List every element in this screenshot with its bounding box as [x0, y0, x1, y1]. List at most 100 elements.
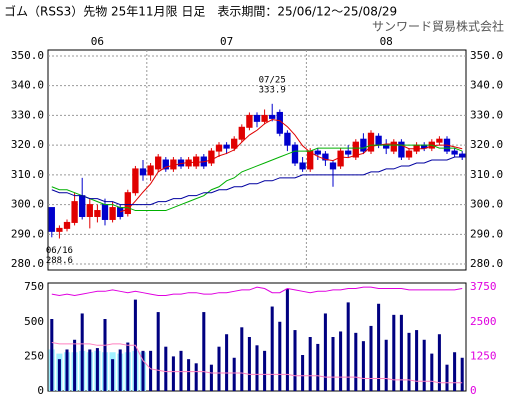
volume-bar — [422, 339, 426, 391]
y2-tick-label: 2500 — [470, 315, 497, 328]
volume-bar — [339, 331, 343, 391]
candle-body — [139, 168, 147, 176]
candle-body — [162, 159, 169, 170]
y-tick-label-right: 350.0 — [470, 49, 503, 62]
candle-body — [291, 144, 299, 164]
volume-bar — [437, 334, 441, 391]
volume-bar — [399, 314, 403, 391]
volume-bar — [278, 321, 282, 391]
y2-tick-label: 3750 — [470, 280, 497, 293]
y-tick-label: 310.0 — [11, 168, 44, 181]
volume-bar — [392, 314, 396, 391]
y-tick-label-right: 320.0 — [470, 138, 503, 151]
volume-bar — [194, 363, 198, 391]
volume-bar — [240, 327, 244, 391]
candle-body — [48, 207, 55, 232]
candle-body — [223, 144, 230, 149]
volume-bar — [377, 303, 381, 391]
moving-average-line — [120, 119, 463, 213]
volume-bar — [293, 330, 297, 391]
y-tick-label: 350.0 — [11, 49, 44, 62]
y-tick-label: 250 — [24, 349, 44, 362]
volume-bar — [95, 348, 99, 391]
candle-body — [337, 150, 344, 167]
candle-body — [238, 126, 245, 140]
y-tick-label: 0 — [37, 384, 44, 397]
annotation-value: 333.9 — [259, 85, 286, 95]
volume-bar — [247, 337, 251, 391]
candle-body — [269, 114, 276, 119]
y-tick-label: 340.0 — [11, 79, 44, 92]
y-tick-label-right: 280.0 — [470, 257, 503, 270]
candle-body — [94, 210, 101, 217]
price-frame — [47, 49, 467, 271]
candle-body — [155, 156, 162, 170]
moving-average-line — [51, 144, 463, 212]
y-tick-label: 500 — [24, 315, 44, 328]
y-tick-label-right: 300.0 — [470, 198, 503, 211]
candle-body — [375, 135, 382, 146]
candle-body — [367, 132, 375, 152]
candle-body — [208, 150, 215, 164]
candle-body — [109, 207, 116, 220]
volume-bar — [179, 350, 183, 391]
volume-bar — [80, 313, 84, 391]
volume-line — [51, 286, 463, 296]
candle-body — [193, 156, 200, 167]
volume-bar — [316, 343, 320, 391]
volume-bar — [50, 319, 54, 391]
x-tick-label: 07 — [220, 35, 233, 48]
volume-bar — [369, 325, 373, 391]
y-tick-label: 290.0 — [11, 227, 44, 240]
candle-body — [451, 150, 458, 155]
volume-bar — [141, 350, 145, 391]
annotation-date: 06/16 — [46, 246, 73, 256]
y-tick-label: 330.0 — [11, 108, 44, 121]
candle-body — [345, 150, 352, 155]
candle-body — [246, 114, 253, 128]
candle-body — [299, 162, 306, 170]
annotation-date: 07/25 — [259, 75, 286, 85]
annotation-value: 288.6 — [46, 256, 73, 266]
candle-body — [390, 141, 397, 152]
candle-body — [413, 144, 420, 152]
candle-body — [322, 153, 329, 161]
y-tick-label-right: 330.0 — [470, 108, 503, 121]
volume-line — [51, 342, 463, 384]
chart-subtitle: サンワード貿易株式会社 — [372, 19, 504, 34]
candle-body — [132, 168, 139, 194]
volume-bar — [225, 334, 229, 391]
volume-bar — [111, 359, 115, 391]
volume-bar — [407, 332, 411, 391]
y-tick-label: 750 — [24, 280, 44, 293]
volume-bar — [263, 350, 267, 391]
volume-bar — [453, 352, 457, 391]
y-tick-label-right: 340.0 — [470, 79, 503, 92]
volume-bar — [354, 332, 358, 391]
volume-bar — [103, 319, 107, 391]
volume-bar — [65, 349, 69, 391]
volume-bar — [323, 313, 327, 391]
y-tick-label-right: 310.0 — [470, 168, 503, 181]
volume-bar — [187, 359, 191, 391]
volume-bar — [270, 306, 274, 391]
y2-tick-label: 0 — [470, 384, 477, 397]
volume-bar — [460, 357, 464, 391]
volume-bar — [308, 337, 312, 391]
volume-bar — [217, 346, 221, 391]
candle-body — [147, 165, 154, 176]
candle-body — [352, 141, 359, 158]
volume-bar — [285, 288, 289, 391]
y-tick-label-right: 290.0 — [470, 227, 503, 240]
volume-bar — [156, 312, 160, 391]
candle-body — [215, 144, 223, 152]
volume-bar — [430, 353, 434, 391]
volume-bar — [331, 337, 335, 391]
volume-bar — [126, 342, 130, 391]
y2-tick-label: 1250 — [470, 349, 497, 362]
candle-body — [101, 204, 109, 220]
candle-body — [71, 201, 78, 223]
volume-bar — [171, 356, 175, 391]
candle-body — [314, 150, 321, 155]
